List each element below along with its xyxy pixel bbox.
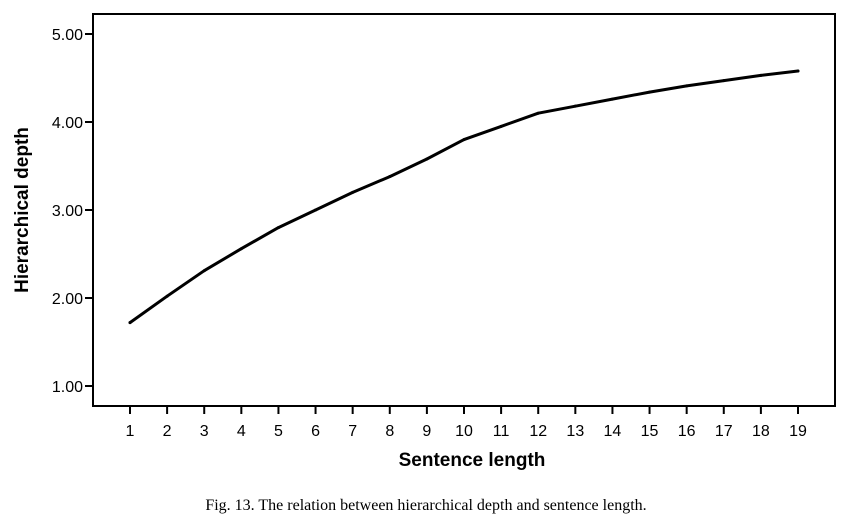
x-tick-label: 8 — [385, 423, 394, 440]
data-point — [499, 124, 503, 128]
y-axis-title: Hierarchical depth — [12, 127, 33, 293]
data-point — [685, 84, 689, 88]
x-tick-label: 2 — [163, 423, 172, 440]
data-point — [276, 226, 280, 230]
line-chart: 1.002.003.004.005.00 1 2 3 4 5 6 7 8 9 10 11 12 13 14… — [12, 13, 836, 471]
x-tick-label: 5 — [274, 423, 283, 440]
x-tick-label: 7 — [348, 423, 357, 440]
series-line — [128, 69, 800, 325]
data-point — [351, 190, 355, 194]
series-layer — [128, 69, 800, 325]
x-tick-label: 10 — [455, 423, 473, 440]
y-tick-label: 3.00 — [52, 203, 83, 220]
data-point — [128, 321, 132, 325]
y-tick-label: 5.00 — [52, 27, 83, 44]
y-tick-label: 4.00 — [52, 115, 83, 132]
x-tick-label: 9 — [422, 423, 431, 440]
data-point — [610, 97, 614, 101]
data-point — [536, 111, 540, 115]
x-tick-label: 1 — [126, 423, 135, 440]
x-tick-label: 13 — [566, 423, 584, 440]
x-tick-label: 18 — [752, 423, 770, 440]
plot-frame — [92, 13, 836, 407]
x-tick-label: 3 — [200, 423, 209, 440]
data-point — [165, 294, 169, 298]
x-tick-label: 15 — [641, 423, 659, 440]
x-tick-label: 14 — [604, 423, 622, 440]
data-point — [722, 79, 726, 83]
x-tick-label: 4 — [237, 423, 246, 440]
figure-caption: Fig. 13. The relation between hierarchic… — [205, 497, 647, 514]
data-point — [388, 175, 392, 179]
data-point — [796, 69, 800, 73]
data-point — [239, 247, 243, 251]
data-point — [314, 208, 318, 212]
y-axis: 1.00 2.00 3.00 4.00 5.00 — [52, 27, 93, 396]
x-tick-label: 12 — [529, 423, 547, 440]
x-tick-label: 11 — [493, 423, 510, 440]
x-tick-label: 6 — [311, 423, 320, 440]
y-tick-label: 2.00 — [52, 291, 83, 308]
data-point — [202, 269, 206, 273]
data-point — [573, 104, 577, 108]
x-tick-label: 16 — [678, 423, 696, 440]
data-point — [759, 73, 763, 77]
x-tick-label: 19 — [789, 423, 807, 440]
data-point — [425, 157, 429, 161]
data-point — [648, 90, 652, 94]
y-tick-label: 1.00 — [52, 379, 83, 396]
data-point — [462, 138, 466, 142]
x-axis-title: Sentence length — [399, 450, 546, 471]
x-axis: 1 2 3 4 5 6 7 8 9 10 11 12 13 14 15 16 17 18 19 — [126, 406, 807, 440]
x-tick-label: 17 — [715, 423, 733, 440]
